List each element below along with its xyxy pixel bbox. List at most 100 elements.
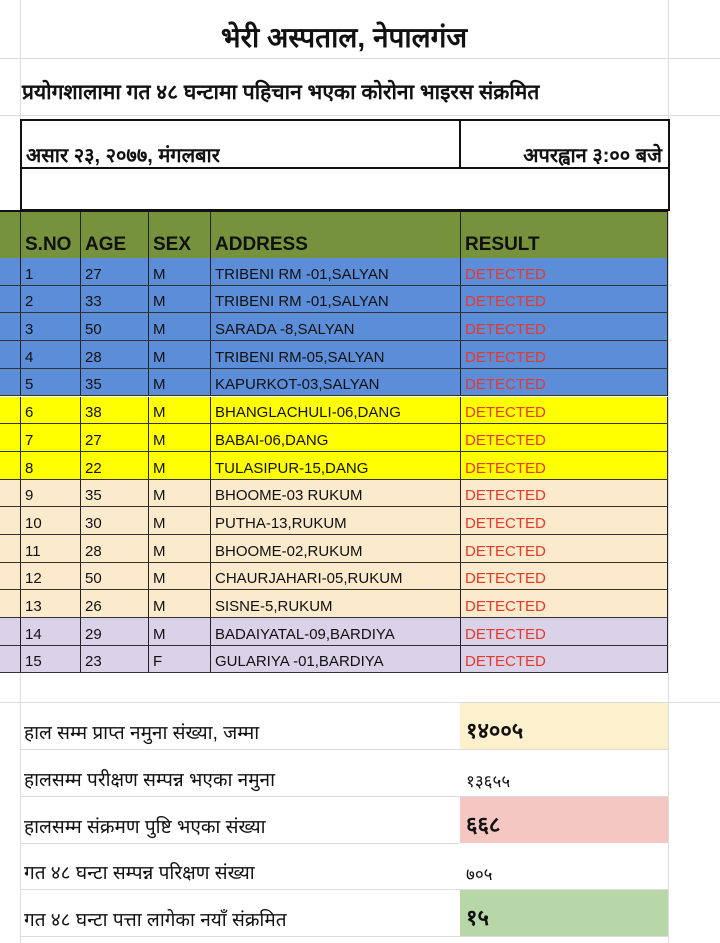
summary-row: हाल सम्म प्राप्त नमुना संख्या, जम्मा १४००… [20,703,668,750]
cell-address: BHOOME-03 RUKUM [210,479,460,507]
cell-address: TRIBENI RM -01,SALYAN [210,258,460,285]
table-row: 13 26 M SISNE-5,RUKUM DETECTED [0,590,668,619]
table-row: 15 23 F GULARIYA -01,BARDIYA DETECTED [0,645,668,674]
gridline [0,58,720,59]
gridline [0,115,720,116]
cell-age: 28 [80,341,148,368]
cell-sno: 6 [20,396,80,424]
table-row: 7 27 M BABAI-06,DANG DETECTED [0,424,668,452]
summary-label: हालसम्म संक्रमण पुष्टि भएका संख्या [24,816,266,838]
cell-result: DETECTED [460,479,668,507]
cell-sex: M [148,258,210,285]
summary-row: हालसम्म परीक्षण सम्पन्न भएका नमुना १३६५५ [20,749,668,797]
cell-address: SARADA -8,SALYAN [210,313,460,341]
cell-sex: M [148,396,210,424]
cell-sex: M [148,341,210,368]
cell-age: 30 [80,507,148,534]
summary-value: १५ [460,890,668,937]
summary-label: गत ४८ घन्टा सम्पन्न परिक्षण संख्या [24,863,255,885]
cell-address: TULASIPUR-15,DANG [210,451,460,479]
cell-result: DETECTED [460,451,668,479]
page-title: भेरी अस्पताल, नेपालगंज [220,22,468,53]
table-row: 12 50 M CHAURJAHARI-05,RUKUM DETECTED [0,562,668,591]
table-header: S.NO AGE SEX ADDRESS RESULT [0,210,668,258]
cell-address: CHAURJAHARI-05,RUKUM [210,562,460,590]
table-row: 10 30 M PUTHA-13,RUKUM DETECTED [0,507,668,535]
summary-row: गत ४८ घन्टा पत्ता लागेका नयाँ संक्रमित १५ [20,890,668,938]
summary-label: गत ४८ घन्टा पत्ता लागेका नयाँ संक्रमित [24,910,287,932]
cell-age: 50 [80,562,148,590]
page-subtitle: प्रयोगशालामा गत ४८ घन्टामा पहिचान भएका क… [22,81,540,104]
cell-sno: 9 [20,479,80,507]
cell-sex: M [148,562,210,590]
header-sno: S.NO [20,212,80,258]
table-row: 2 33 M TRIBENI RM -01,SALYAN DETECTED [0,285,668,314]
cell-sno: 11 [20,535,80,562]
cell-address: SISNE-5,RUKUM [210,590,460,618]
report-date: असार २३, २०७७, मंगलबार [26,144,220,167]
cell-age: 38 [80,396,148,424]
cell-address: BHOOME-02,RUKUM [210,535,460,562]
cell-sex: M [148,451,210,479]
table-row: 11 28 M BHOOME-02,RUKUM DETECTED [0,535,668,563]
cell-sno: 8 [20,451,80,479]
table-row: 4 28 M TRIBENI RM-05,SALYAN DETECTED [0,341,668,369]
cell-sno: 5 [20,368,80,396]
header-sex: SEX [148,212,210,258]
cell-age: 28 [80,535,148,562]
summary-value: ७०५ [460,843,668,890]
cell-result: DETECTED [460,618,668,645]
cell-result: DETECTED [460,285,668,313]
cell-age: 35 [80,479,148,507]
cell-age: 23 [80,645,148,673]
cell-sex: M [148,479,210,507]
table-row: 9 35 M BHOOME-03 RUKUM DETECTED [0,479,668,508]
summary-value: १४००५ [460,703,668,749]
summary-value: ६६८ [460,796,668,843]
summary-label: हालसम्म परीक्षण सम्पन्न भएका नमुना [24,769,276,791]
cell-address: GULARIYA -01,BARDIYA [210,645,460,673]
summary-row: हालसम्म संक्रमण पुष्टि भएका संख्या ६६८ [20,796,668,844]
cell-sex: M [148,313,210,341]
cell-sex: F [148,645,210,673]
cell-result: DETECTED [460,368,668,396]
cell-address: KAPURKOT-03,SALYAN [210,368,460,396]
cell-sno: 13 [20,590,80,618]
cell-sex: M [148,285,210,313]
cell-result: DETECTED [460,341,668,368]
table-row: 14 29 M BADAIYATAL-09,BARDIYA DETECTED [0,618,668,646]
cell-result: DETECTED [460,396,668,424]
table-row: 3 50 M SARADA -8,SALYAN DETECTED [0,313,668,342]
gridline [0,702,720,703]
header-age: AGE [80,212,148,258]
cell-result: DETECTED [460,645,668,673]
cell-age: 35 [80,368,148,396]
cell-address: BADAIYATAL-09,BARDIYA [210,618,460,645]
cell-sno: 15 [20,645,80,673]
cell-age: 27 [80,424,148,451]
cell-address: TRIBENI RM -01,SALYAN [210,285,460,313]
cell-sex: M [148,507,210,534]
cell-sno: 3 [20,313,80,341]
summary-label: हाल सम्म प्राप्त नमुना संख्या, जम्मा [24,723,260,744]
summary-row: गत ४८ घन्टा सम्पन्न परिक्षण संख्या ७०५ [20,843,668,891]
table-row: 5 35 M KAPURKOT-03,SALYAN DETECTED [0,368,668,397]
cell-result: DETECTED [460,313,668,341]
cell-result: DETECTED [460,535,668,562]
cell-age: 29 [80,618,148,645]
cell-age: 26 [80,590,148,618]
cell-age: 33 [80,285,148,313]
cell-sex: M [148,618,210,645]
cell-sex: M [148,590,210,618]
cell-sno: 4 [20,341,80,368]
cell-age: 50 [80,313,148,341]
cell-age: 27 [80,258,148,285]
summary-value: १३६५५ [460,749,668,796]
cell-result: DETECTED [460,590,668,618]
report-time: अपरह्वान ३:०० बजे [523,144,662,167]
cell-sno: 1 [20,258,80,285]
cell-sno: 12 [20,562,80,590]
table-row: 6 38 M BHANGLACHULI-06,DANG DETECTED [0,396,668,425]
table-row: 8 22 M TULASIPUR-15,DANG DETECTED [0,451,668,480]
header-address: ADDRESS [210,212,460,258]
